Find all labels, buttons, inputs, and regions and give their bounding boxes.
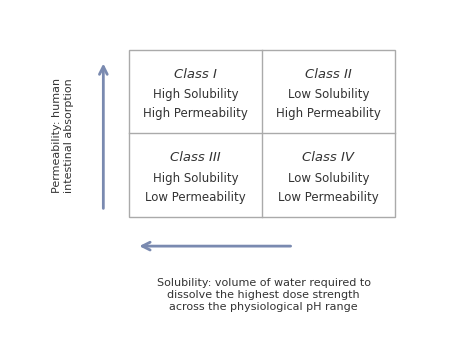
Text: Low Solubility
High Permeability: Low Solubility High Permeability xyxy=(276,89,381,120)
Text: Low Solubility
Low Permeability: Low Solubility Low Permeability xyxy=(278,172,378,204)
Text: Class III: Class III xyxy=(171,151,221,164)
Bar xyxy=(130,50,395,216)
Text: Class I: Class I xyxy=(174,68,217,81)
Text: Class IV: Class IV xyxy=(302,151,354,164)
Text: High Solubility
Low Permeability: High Solubility Low Permeability xyxy=(145,172,246,204)
Text: Class II: Class II xyxy=(305,68,351,81)
Text: Permeability: human
intestinal absorption: Permeability: human intestinal absorptio… xyxy=(52,79,74,193)
Text: Solubility: volume of water required to
dissolve the highest dose strength
acros: Solubility: volume of water required to … xyxy=(157,279,371,312)
Text: High Solubility
High Permeability: High Solubility High Permeability xyxy=(143,89,248,120)
